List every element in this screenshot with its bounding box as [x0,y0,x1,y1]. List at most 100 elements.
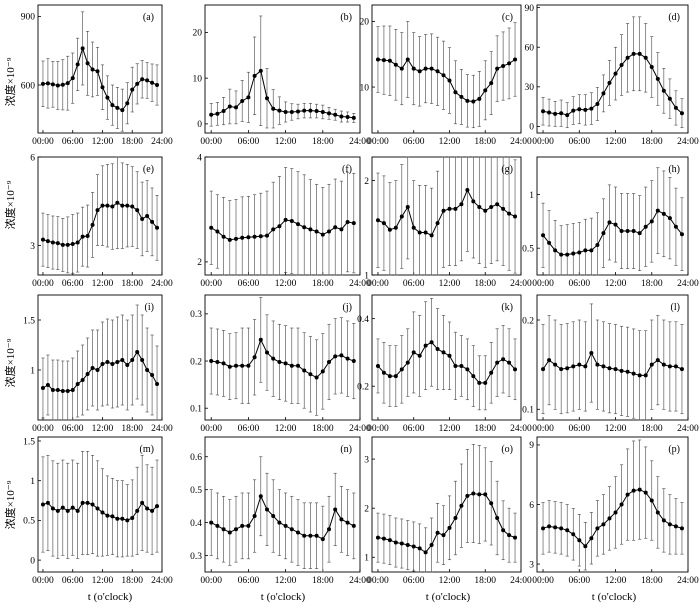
panel-o-point [405,543,410,547]
panel-h-point [541,233,546,238]
panel-f-point [258,234,263,239]
panel-m-point [125,518,130,523]
panel-b-xtick-label: 18:00 [312,137,334,147]
panel-c-point [375,57,380,62]
panel-d-point [547,110,552,115]
panel-i-ytick-label: 1.5 [23,316,35,326]
panel-i-point [75,382,80,386]
panel-o-point [417,546,422,551]
panel-p: 00:00 06:00 12:00 18:00 24:00 3 6 9 (p) [529,436,699,586]
panel-i-xtick-label: 18:00 [121,424,143,434]
panel-l-point [571,364,576,369]
panel-l-xtick-label: 12:00 [605,424,627,434]
panel-p-point [649,498,654,503]
panel-m-point [50,506,55,511]
panel-k-xtick-label: 00:00 [367,424,389,434]
panel-i-xtick-label: 24:00 [151,424,173,434]
panel-k-point [417,353,422,358]
panel-d-point [553,111,558,116]
ylabel-row-2: 浓度×10⁻⁹ [3,180,17,229]
panel-c: 00:00 06:00 12:00 18:00 24:00 10 20 (c) [360,4,532,147]
panel-h-point [577,250,582,255]
panel-e-point [145,214,150,218]
panel-i-point [90,366,95,370]
ylabel-row-3: 浓度×10⁻⁹ [3,338,17,387]
panel-g-ytick-label: 2 [364,177,369,187]
panel-a-point [50,82,55,87]
panel-o-point [507,533,512,538]
panel-j: 00:00 06:00 12:00 18:00 24:00 0.1 0.2 0.3 (j) [190,294,371,434]
panel-b-point [339,114,344,119]
panel-n-xtick-label: 24:00 [349,576,371,586]
panel-j-point [308,372,313,377]
panel-i-point [140,358,145,362]
panel-p-xtick-label: 24:00 [677,576,699,586]
panel-d-point [613,71,618,76]
panel-o-point [483,492,488,497]
panel-h-ytick-label: 0.5 [522,244,534,254]
panel-f-point [221,234,226,239]
panel-j-point [283,361,288,366]
panel-e-point [130,204,135,209]
panel-b: 00:00 06:00 12:00 18:00 24:00 0 10 20 (b) [193,4,371,147]
panel-b-point [289,109,294,114]
panel-o-point [411,544,416,549]
panel-l-xtick-label: 18:00 [641,424,663,434]
panel-c-point [411,66,416,71]
panel-c-point [405,57,410,62]
panel-n-point [283,523,288,528]
panel-f-ytick-label: 2 [197,258,202,268]
panel-l-point [619,368,624,373]
panel-i-point [125,363,130,367]
panel-j-xtick-label: 18:00 [312,424,334,434]
panel-o-label: (o) [501,444,513,455]
panel-d-point [607,80,612,85]
panel-d-point [637,51,642,56]
xlabel-col-4: t (o'clock) [592,591,637,603]
panel-o: 00:00 06:00 12:00 18:00 24:00 1 2 3 (o) [364,436,532,586]
panel-a: 00:00 06:00 12:00 18:00 24:00 600 900 (a) [21,4,173,147]
panel-i-point [45,383,50,387]
xlabel-col-3: t (o'clock) [426,591,471,603]
panel-p-point [673,524,678,529]
panel-m-ytick-label: 0 [30,556,35,566]
panel-a-point [120,108,125,113]
panel-j-point [209,359,214,364]
panel-l-point [559,367,564,372]
panel-m-xtick-label: 18:00 [121,576,143,586]
panel-m-point [155,504,160,509]
panel-c-point [381,58,386,63]
panel-k: 00:00 06:00 12:00 18:00 24:00 0.2 0.4 (k) [357,294,532,434]
panel-p-point [613,510,618,515]
panel-c-point [495,66,500,71]
panel-p-point [547,524,552,529]
panel-n-label: (n) [340,444,352,455]
panel-o-point [453,516,458,520]
panel-m-point [65,508,70,513]
panel-b-point [345,115,350,119]
panel-j-point [265,350,269,355]
panel-m-point [70,505,75,510]
panel-c-point [471,99,476,104]
panel-d-point [571,108,576,113]
panel-i-point [40,386,45,390]
panel-n-point [302,533,307,538]
panel-n-point [308,533,313,538]
panel-l-point [625,369,630,374]
panel-m-point [100,510,105,515]
panel-a-point [145,78,150,83]
panel-j-point [215,359,220,364]
panel-i-label: (i) [145,302,154,313]
panel-d-ytick-label: 60 [525,44,535,54]
panel-d-point [565,113,570,118]
panel-n: 00:00 06:00 12:00 18:00 24:00 0.3 0.4 0.5 0.6 (n) [190,436,371,586]
panel-h-point [643,224,648,229]
panel-m-point [85,500,90,505]
panel-p-point [541,526,546,531]
panel-d-point [595,101,600,106]
panel-k-point [387,374,392,379]
panel-l-point [541,367,546,372]
panel-h-point [613,222,618,227]
panel-f-point [333,225,338,230]
panel-l-frame [536,294,689,421]
